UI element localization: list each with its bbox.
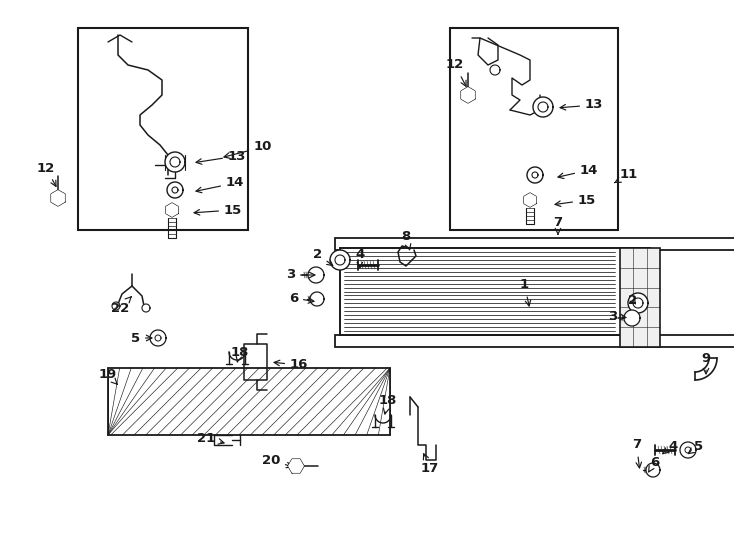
Polygon shape <box>490 65 500 75</box>
Polygon shape <box>51 190 65 206</box>
Text: 21: 21 <box>197 431 224 444</box>
Text: 5: 5 <box>131 332 152 345</box>
Text: 22: 22 <box>111 296 131 314</box>
Text: 6: 6 <box>649 456 659 472</box>
Text: 4: 4 <box>663 440 677 454</box>
Polygon shape <box>646 463 660 477</box>
Polygon shape <box>624 310 640 326</box>
Text: 5: 5 <box>688 440 703 454</box>
Bar <box>78 28 248 230</box>
Bar <box>335 335 734 347</box>
Text: 19: 19 <box>99 368 117 384</box>
Text: 13: 13 <box>560 98 603 111</box>
Text: 18: 18 <box>230 346 249 362</box>
Text: 12: 12 <box>446 58 466 86</box>
Polygon shape <box>532 172 538 178</box>
Text: 7: 7 <box>553 215 562 234</box>
Text: 9: 9 <box>702 352 711 374</box>
Polygon shape <box>633 298 643 308</box>
Text: 11: 11 <box>614 168 639 183</box>
Polygon shape <box>150 330 166 346</box>
Bar <box>108 368 390 435</box>
Polygon shape <box>533 97 553 117</box>
Text: 14: 14 <box>196 177 244 193</box>
Polygon shape <box>112 302 120 310</box>
Polygon shape <box>524 193 536 207</box>
Text: 2: 2 <box>628 294 637 307</box>
Polygon shape <box>167 182 183 198</box>
Polygon shape <box>628 293 648 313</box>
Text: 15: 15 <box>555 193 596 206</box>
Polygon shape <box>172 187 178 193</box>
Text: 15: 15 <box>194 204 242 217</box>
Text: 7: 7 <box>632 438 642 468</box>
Polygon shape <box>538 102 548 112</box>
Polygon shape <box>165 152 185 172</box>
Polygon shape <box>461 87 475 103</box>
Polygon shape <box>288 459 304 473</box>
Text: 13: 13 <box>196 150 247 164</box>
Polygon shape <box>330 250 350 270</box>
Text: 3: 3 <box>286 268 315 281</box>
Polygon shape <box>170 157 180 167</box>
Polygon shape <box>310 292 324 306</box>
Text: 17: 17 <box>421 454 439 475</box>
Text: 1: 1 <box>520 279 531 306</box>
Bar <box>335 238 734 250</box>
Polygon shape <box>142 304 150 312</box>
Polygon shape <box>308 267 324 283</box>
Polygon shape <box>680 442 696 458</box>
Text: 10: 10 <box>224 140 272 158</box>
Bar <box>340 248 650 335</box>
Text: 14: 14 <box>558 164 598 179</box>
Polygon shape <box>527 167 543 183</box>
Text: 16: 16 <box>274 359 308 372</box>
Bar <box>620 248 660 347</box>
Text: 18: 18 <box>379 394 397 414</box>
Polygon shape <box>166 203 178 217</box>
Text: 3: 3 <box>608 309 626 322</box>
Text: 4: 4 <box>355 247 364 268</box>
Polygon shape <box>335 255 345 265</box>
Polygon shape <box>685 447 691 453</box>
Text: 12: 12 <box>37 161 56 186</box>
Text: 8: 8 <box>401 231 411 250</box>
Text: 6: 6 <box>288 292 314 305</box>
Polygon shape <box>155 335 161 341</box>
Text: 2: 2 <box>313 247 333 266</box>
Text: 20: 20 <box>261 454 292 468</box>
Bar <box>450 28 618 230</box>
